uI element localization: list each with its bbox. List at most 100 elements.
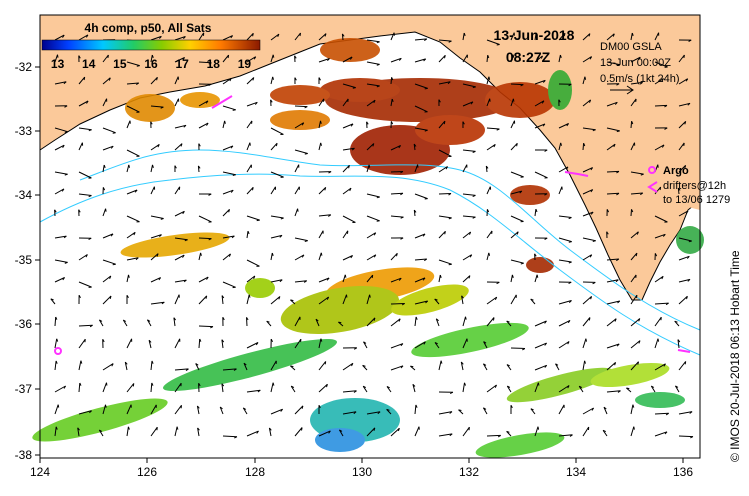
velocity-arrow-head (578, 385, 583, 389)
velocity-arrow-head (62, 277, 66, 281)
colorbar (41, 39, 261, 51)
velocity-arrow (630, 171, 644, 175)
velocity-arrow (412, 384, 416, 393)
velocity-arrow (606, 127, 620, 132)
velocity-arrow (174, 76, 179, 85)
velocity-arrow-head (208, 238, 212, 241)
date-label: 13-Jun-2018 (494, 27, 575, 43)
velocity-arrow (677, 339, 680, 349)
velocity-arrow (674, 385, 680, 393)
velocity-arrow (582, 426, 590, 437)
velocity-arrow-head (254, 101, 258, 105)
velocity-arrow-head (483, 407, 487, 410)
product-date-label: 13-Jun 00:00Z (600, 57, 671, 69)
sst-patches (32, 38, 704, 458)
velocity-arrow-head (559, 54, 562, 58)
velocity-arrow (173, 317, 176, 327)
velocity-arrow (98, 319, 104, 327)
velocity-arrow-head (616, 192, 620, 196)
velocity-arrow-head (368, 164, 371, 168)
velocity-arrow-head (612, 33, 615, 37)
velocity-arrow-head (353, 347, 358, 350)
velocity-arrow (654, 316, 662, 327)
velocity-arrow-head (530, 408, 534, 411)
velocity-arrow-head (221, 339, 225, 343)
velocity-arrow (486, 76, 490, 85)
velocity-arrow (342, 187, 352, 195)
velocity-arrow (558, 54, 561, 63)
land-east (560, 15, 700, 210)
velocity-arrow (294, 208, 299, 217)
velocity-arrow-head (398, 277, 402, 281)
velocity-arrow (438, 166, 448, 173)
velocity-arrow-head (227, 55, 230, 59)
velocity-arrow (534, 342, 547, 349)
velocity-arrow-head (588, 317, 591, 321)
velocity-arrow (150, 35, 162, 41)
velocity-arrow-head (535, 32, 538, 36)
velocity-arrow (342, 147, 355, 151)
velocity-arrow-head (483, 363, 487, 366)
velocity-arrow-head (496, 281, 500, 285)
velocity-arrow (606, 343, 620, 349)
velocity-arrow (630, 252, 638, 261)
velocity-arrow-head (638, 56, 641, 60)
velocity-arrow-head (390, 121, 394, 125)
velocity-arrow (390, 98, 393, 107)
velocity-arrow (54, 404, 59, 415)
velocity-arrow (414, 58, 426, 63)
velocity-arrow (174, 405, 182, 415)
velocity-arrow-head (233, 368, 237, 371)
velocity-arrow-head (232, 174, 236, 176)
velocity-arrow-head (109, 295, 112, 300)
velocity-arrow (198, 61, 212, 64)
velocity-arrow-head (150, 121, 153, 125)
velocity-arrow (362, 365, 368, 371)
velocity-arrow (534, 123, 546, 129)
velocity-arrow (126, 257, 139, 261)
velocity-arrow (342, 411, 357, 415)
velocity-arrow-head (105, 208, 107, 212)
velocity-arrow (222, 253, 231, 261)
velocity-arrow-head (303, 280, 307, 283)
velocity-arrow (270, 234, 283, 239)
velocity-arrow-head (664, 127, 668, 130)
velocity-arrow-head (589, 254, 593, 258)
velocity-arrow-head (275, 143, 278, 147)
velocity-arrow-head (230, 145, 234, 149)
velocity-arrow (606, 318, 617, 327)
velocity-arrow-head (438, 99, 441, 103)
velocity-arrow-head (507, 385, 511, 388)
velocity-arrow (366, 99, 376, 107)
velocity-arrow-head (657, 338, 660, 342)
velocity-arrow (54, 81, 67, 85)
velocity-arrow (146, 319, 152, 327)
velocity-arrow (558, 166, 569, 173)
velocity-arrow-head (301, 427, 303, 431)
velocity-arrow-head (568, 261, 572, 264)
velocity-arrow (506, 385, 512, 393)
velocity-arrow (654, 363, 666, 371)
velocity-arrow-head (183, 36, 186, 40)
velocity-arrow-head (231, 235, 235, 239)
velocity-arrow (270, 76, 274, 85)
velocity-arrow-head (469, 231, 472, 235)
velocity-arrow (246, 186, 254, 195)
velocity-arrow (460, 361, 464, 371)
velocity-arrow-head (449, 433, 453, 437)
lat-tick-label: -34 (15, 188, 33, 202)
lat-axis: -32 -33 -34 -35 -36 -37 -38 (15, 60, 33, 462)
current-contours (39, 149, 701, 356)
velocity-arrow-head (567, 385, 570, 389)
velocity-arrow-head (396, 253, 398, 257)
velocity-arrow (78, 360, 82, 371)
velocity-arrow (386, 386, 392, 393)
velocity-arrow (582, 33, 591, 41)
velocity-arrow (654, 431, 668, 437)
velocity-arrow-head (272, 382, 275, 386)
velocity-arrow (390, 427, 400, 437)
velocity-arrow-head (462, 121, 465, 125)
velocity-arrow (246, 215, 260, 221)
velocity-arrow (654, 144, 665, 151)
velocity-arrow-head (160, 218, 164, 220)
